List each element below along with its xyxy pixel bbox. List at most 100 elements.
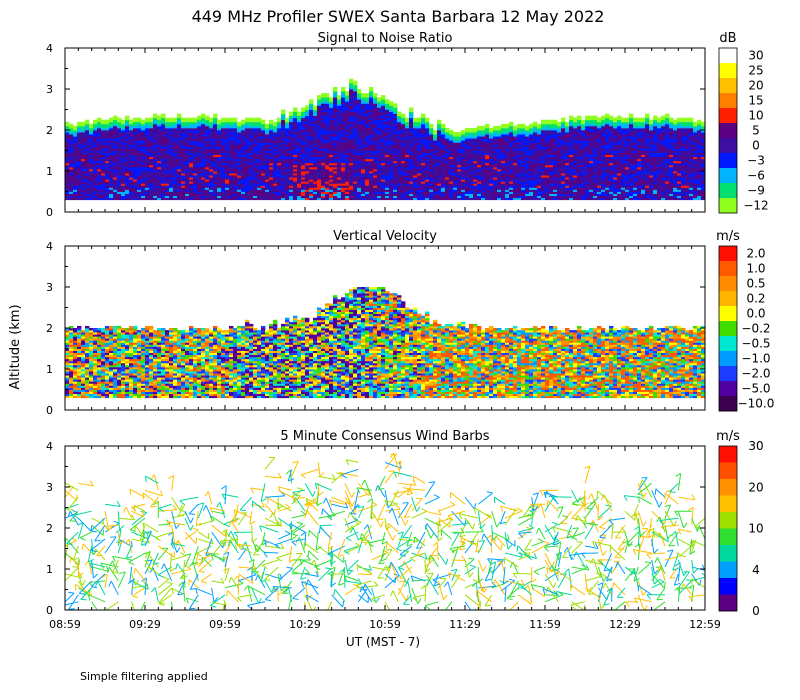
heatmap-cell: [305, 123, 310, 127]
heatmap-cell: [173, 117, 178, 121]
heatmap-cell: [493, 179, 498, 182]
heatmap-cell: [373, 152, 378, 155]
heatmap-cell: [221, 171, 226, 174]
heatmap-cell: [345, 183, 350, 186]
heatmap-cell: [109, 179, 114, 182]
heatmap-cell: [149, 117, 154, 121]
heatmap-cell: [305, 113, 310, 117]
heatmap-cell: [489, 195, 494, 199]
heatmap-cell: [241, 140, 246, 143]
heatmap-cell: [173, 193, 178, 196]
heatmap-cell: [449, 181, 454, 184]
heatmap-cell: [165, 132, 170, 135]
heatmap-cell: [473, 183, 478, 186]
heatmap-cell: [209, 162, 214, 166]
heatmap-cell: [445, 152, 450, 155]
heatmap-cell: [393, 158, 398, 162]
heatmap-cell: [333, 140, 338, 143]
heatmap-cell: [177, 117, 182, 121]
heatmap-cell: [245, 132, 250, 135]
heatmap-cell: [157, 187, 162, 190]
heatmap-cell: [137, 187, 142, 190]
heatmap-cell: [329, 150, 334, 153]
heatmap-cell: [161, 158, 166, 162]
heatmap-cell: [97, 119, 102, 123]
heatmap-cell: [149, 156, 154, 160]
heatmap-cell: [265, 136, 270, 139]
heatmap-cell: [213, 134, 218, 137]
heatmap-cell: [101, 189, 106, 192]
heatmap-cell: [205, 195, 210, 199]
heatmap-cell: [137, 152, 142, 155]
heatmap-cell: [309, 123, 314, 127]
heatmap-cell: [477, 189, 482, 192]
heatmap-cell: [381, 123, 386, 127]
heatmap-cell: [289, 158, 294, 162]
heatmap-cell: [157, 158, 162, 162]
heatmap-cell: [209, 154, 214, 158]
heatmap-cell: [493, 191, 498, 194]
heatmap-cell: [381, 154, 386, 158]
heatmap-cell: [277, 142, 282, 145]
heatmap-cell: [221, 158, 226, 162]
heatmap-cell: [173, 125, 178, 129]
heatmap-cell: [241, 189, 246, 192]
heatmap-cell: [497, 146, 502, 149]
heatmap-cell: [321, 140, 326, 143]
heatmap-cell: [349, 130, 354, 133]
heatmap-cell: [165, 189, 170, 192]
heatmap-cell: [249, 158, 254, 162]
heatmap-cell: [297, 154, 302, 158]
heatmap-cell: [489, 181, 494, 184]
heatmap-cell: [313, 160, 318, 164]
heatmap-cell: [109, 154, 114, 158]
heatmap-cell: [537, 152, 542, 155]
heatmap-cell: [369, 95, 374, 98]
heatmap-cell: [77, 138, 82, 141]
heatmap-cell: [485, 138, 490, 141]
heatmap-cell: [277, 160, 282, 164]
heatmap-cell: [345, 134, 350, 137]
heatmap-cell: [409, 152, 414, 155]
heatmap-cell: [229, 140, 234, 143]
heatmap-cell: [401, 195, 406, 199]
heatmap-cell: [113, 138, 118, 141]
heatmap-cell: [365, 136, 370, 139]
heatmap-cell: [365, 195, 370, 199]
heatmap-cell: [353, 119, 358, 123]
heatmap-cell: [309, 173, 314, 176]
heatmap-cell: [213, 179, 218, 182]
heatmap-cell: [113, 164, 118, 168]
heatmap-cell: [201, 195, 206, 199]
heatmap-cell: [121, 136, 126, 139]
heatmap-cell: [481, 158, 486, 162]
heatmap-cell: [433, 187, 438, 190]
heatmap-cell: [173, 158, 178, 162]
heatmap-cell: [341, 195, 346, 199]
heatmap-cell: [321, 189, 326, 192]
heatmap-cell: [269, 171, 274, 174]
heatmap-cell: [77, 134, 82, 137]
heatmap-cell: [93, 185, 98, 188]
heatmap-cell: [369, 181, 374, 184]
heatmap-cell: [337, 111, 342, 114]
heatmap-cell: [129, 130, 134, 133]
heatmap-cell: [269, 162, 274, 166]
heatmap-cell: [469, 140, 474, 143]
heatmap-cell: [381, 103, 386, 106]
heatmap-cell: [277, 187, 282, 190]
heatmap-cell: [253, 158, 258, 162]
heatmap-cell: [457, 158, 462, 162]
heatmap-cell: [365, 150, 370, 153]
heatmap-cell: [501, 162, 506, 166]
heatmap-cell: [365, 107, 370, 110]
heatmap-cell: [297, 138, 302, 141]
heatmap-cell: [469, 168, 474, 172]
heatmap-cell: [409, 142, 414, 145]
heatmap-cell: [241, 146, 246, 149]
heatmap-cell: [125, 132, 130, 135]
heatmap-cell: [341, 168, 346, 172]
heatmap-cell: [309, 168, 314, 172]
heatmap-cell: [369, 185, 374, 188]
heatmap-cell: [237, 130, 242, 133]
